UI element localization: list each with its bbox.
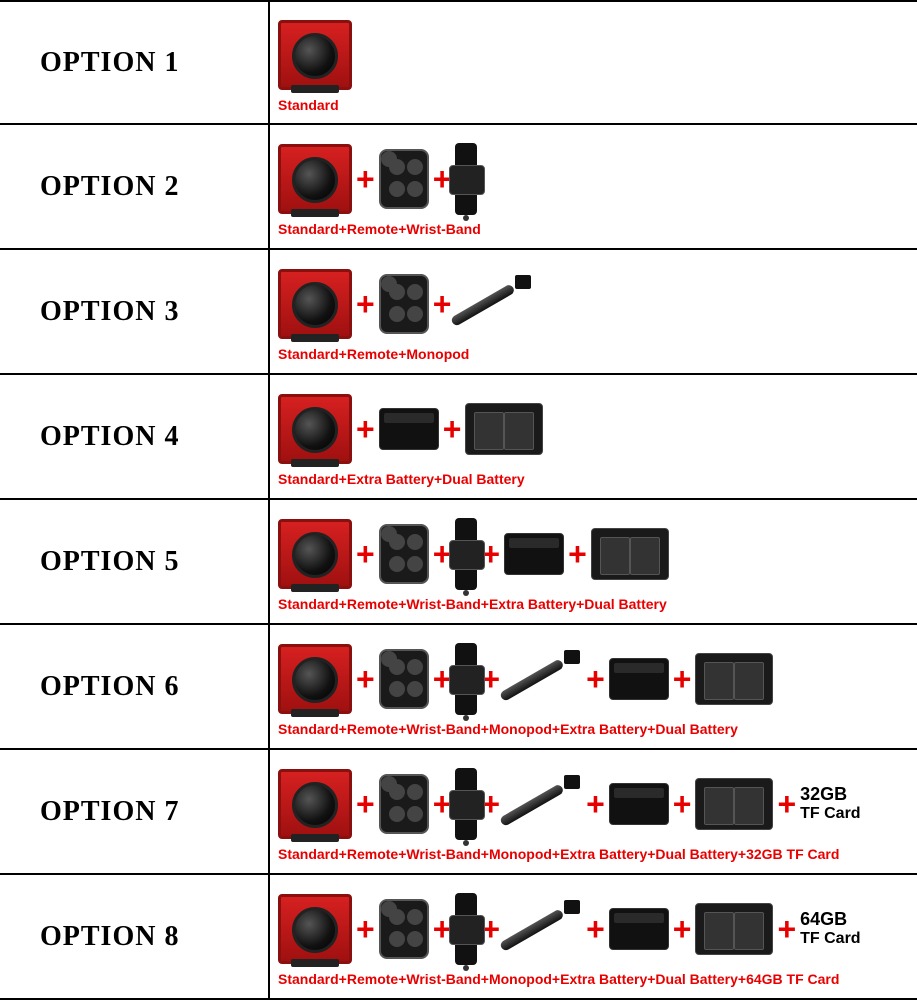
tfcard-label: 32GBTF Card: [800, 785, 860, 822]
items-row: [278, 15, 909, 95]
items-row: ++: [278, 139, 909, 219]
battery-icon: [504, 533, 564, 575]
plus-icon: +: [441, 413, 464, 445]
charger-icon: [465, 403, 543, 455]
plus-icon: +: [775, 913, 798, 945]
option-row: OPTION 4++Standard+Extra Battery+Dual Ba…: [0, 375, 917, 500]
plus-icon: +: [354, 913, 377, 945]
camera-icon: [278, 769, 352, 839]
option-row: OPTION 8++++++64GBTF CardStandard+Remote…: [0, 875, 917, 1000]
remote-icon: [379, 899, 429, 959]
monopod-icon: [455, 275, 533, 333]
wristband-icon: [455, 893, 477, 965]
options-table: OPTION 1StandardOPTION 2++Standard+Remot…: [0, 0, 917, 1000]
option-content: ++++++64GBTF CardStandard+Remote+Wrist-B…: [270, 875, 917, 998]
option-row: OPTION 6+++++Standard+Remote+Wrist-Band+…: [0, 625, 917, 750]
battery-icon: [609, 658, 669, 700]
charger-icon: [695, 653, 773, 705]
camera-icon: [278, 644, 352, 714]
battery-icon: [379, 408, 439, 450]
option-content: Standard: [270, 2, 917, 123]
option-label: OPTION 7: [0, 750, 270, 873]
plus-icon: +: [354, 788, 377, 820]
charger-icon: [695, 903, 773, 955]
wristband-icon: [455, 768, 477, 840]
option-content: ++ Standard+Remote+Wrist-Band: [270, 125, 917, 248]
monopod-icon: [504, 650, 582, 708]
items-row: ++++++32GBTF Card: [278, 764, 909, 844]
option-content: ++Standard+Extra Battery+Dual Battery: [270, 375, 917, 498]
wristband-icon: [455, 143, 477, 215]
option-caption: Standard+Remote+Wrist-Band+Monopod+Extra…: [278, 721, 909, 737]
option-caption: Standard+Remote+Wrist-Band+Monopod+Extra…: [278, 846, 909, 862]
option-caption: Standard: [278, 97, 909, 113]
plus-icon: +: [354, 288, 377, 320]
monopod-icon: [504, 900, 582, 958]
wristband-icon: [455, 643, 477, 715]
battery-icon: [609, 783, 669, 825]
option-label: OPTION 1: [0, 2, 270, 123]
plus-icon: +: [354, 413, 377, 445]
items-row: ++: [278, 389, 909, 469]
option-caption: Standard+Remote+Wrist-Band+Extra Battery…: [278, 596, 909, 612]
plus-icon: +: [431, 288, 454, 320]
plus-icon: +: [566, 538, 589, 570]
battery-icon: [609, 908, 669, 950]
charger-icon: [695, 778, 773, 830]
option-row: OPTION 7++++++32GBTF CardStandard+Remote…: [0, 750, 917, 875]
option-content: ++++++32GBTF CardStandard+Remote+Wrist-B…: [270, 750, 917, 873]
plus-icon: +: [584, 913, 607, 945]
option-caption: Standard+Extra Battery+Dual Battery: [278, 471, 909, 487]
tfcard-label: 64GBTF Card: [800, 910, 860, 947]
option-row: OPTION 5++++Standard+Remote+Wrist-Band+E…: [0, 500, 917, 625]
option-row: OPTION 2++ Standard+Remote+Wrist-Band: [0, 125, 917, 250]
option-row: OPTION 1 Standard: [0, 0, 917, 125]
camera-icon: [278, 20, 352, 90]
plus-icon: +: [354, 663, 377, 695]
remote-icon: [379, 274, 429, 334]
option-row: OPTION 3++Standard+Remote+Monopod: [0, 250, 917, 375]
camera-icon: [278, 144, 352, 214]
option-caption: Standard+Remote+Monopod: [278, 346, 909, 362]
option-content: ++Standard+Remote+Monopod: [270, 250, 917, 373]
monopod-icon: [504, 775, 582, 833]
plus-icon: +: [354, 163, 377, 195]
items-row: +++++: [278, 639, 909, 719]
plus-icon: +: [671, 788, 694, 820]
items-row: ++++++64GBTF Card: [278, 889, 909, 969]
option-caption: Standard+Remote+Wrist-Band+Monopod+Extra…: [278, 971, 909, 987]
camera-icon: [278, 894, 352, 964]
plus-icon: +: [671, 913, 694, 945]
camera-icon: [278, 519, 352, 589]
option-caption: Standard+Remote+Wrist-Band: [278, 221, 909, 237]
option-content: ++++Standard+Remote+Wrist-Band+Extra Bat…: [270, 500, 917, 623]
option-label: OPTION 2: [0, 125, 270, 248]
charger-icon: [591, 528, 669, 580]
remote-icon: [379, 774, 429, 834]
option-label: OPTION 6: [0, 625, 270, 748]
plus-icon: +: [775, 788, 798, 820]
option-label: OPTION 8: [0, 875, 270, 998]
plus-icon: +: [671, 663, 694, 695]
remote-icon: [379, 524, 429, 584]
items-row: ++: [278, 264, 909, 344]
remote-icon: [379, 649, 429, 709]
option-label: OPTION 5: [0, 500, 270, 623]
option-label: OPTION 4: [0, 375, 270, 498]
wristband-icon: [455, 518, 477, 590]
camera-icon: [278, 269, 352, 339]
plus-icon: +: [584, 788, 607, 820]
plus-icon: +: [354, 538, 377, 570]
option-label: OPTION 3: [0, 250, 270, 373]
camera-icon: [278, 394, 352, 464]
plus-icon: +: [584, 663, 607, 695]
option-content: +++++Standard+Remote+Wrist-Band+Monopod+…: [270, 625, 917, 748]
items-row: ++++: [278, 514, 909, 594]
remote-icon: [379, 149, 429, 209]
